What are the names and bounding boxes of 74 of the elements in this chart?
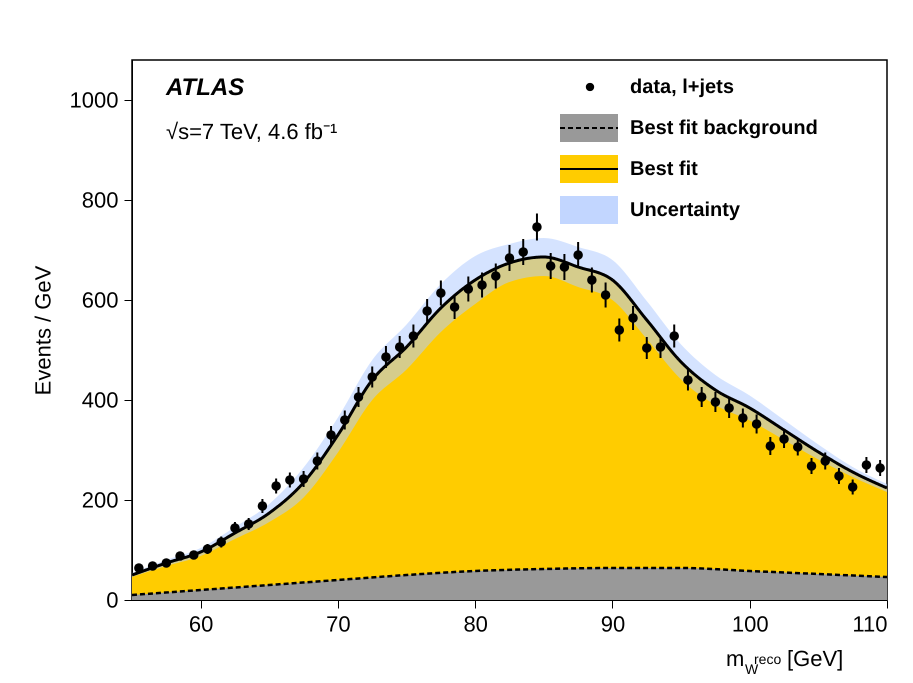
legend-label: Uncertainty	[630, 199, 741, 221]
y-tick-label: 800	[82, 188, 118, 212]
point	[148, 561, 158, 571]
x-tick-label: 100	[732, 612, 769, 636]
point	[271, 481, 281, 491]
point	[394, 342, 404, 352]
point	[258, 501, 268, 511]
x-tick-label: 60	[188, 612, 214, 636]
legend-label: data, l+jets	[630, 76, 734, 98]
point	[244, 519, 254, 529]
point	[724, 403, 734, 413]
y-tick-label: 400	[82, 388, 118, 412]
point	[436, 288, 446, 298]
point	[642, 343, 652, 353]
point	[779, 434, 789, 444]
x-tick-label: 90	[600, 612, 626, 636]
point	[806, 461, 816, 471]
point	[752, 419, 762, 429]
point	[340, 415, 350, 425]
point	[560, 262, 570, 272]
point	[820, 456, 830, 466]
point	[669, 331, 679, 341]
point	[216, 537, 226, 547]
point	[614, 325, 624, 335]
point	[504, 253, 514, 263]
y-tick-label: 1000	[70, 88, 118, 112]
point	[766, 441, 776, 451]
point	[367, 372, 377, 382]
point	[134, 563, 144, 573]
point	[696, 392, 706, 402]
point	[848, 482, 858, 492]
point	[862, 460, 872, 470]
point	[628, 313, 638, 323]
point	[834, 471, 844, 481]
legend-label: Best fit background	[630, 117, 818, 139]
point	[793, 442, 803, 452]
point	[587, 275, 597, 285]
point	[518, 247, 528, 257]
point	[600, 290, 610, 300]
y-tick-label: 0	[106, 588, 118, 612]
point	[354, 392, 364, 402]
legend-label: Best fit	[630, 158, 698, 180]
annotation: √s=7 TeV, 4.6 fb⁻¹	[166, 119, 338, 144]
point	[408, 331, 418, 341]
point	[189, 550, 199, 560]
point	[175, 551, 185, 561]
point	[326, 430, 336, 440]
point	[312, 456, 322, 466]
point	[285, 475, 295, 485]
point	[202, 544, 212, 554]
annotation: ATLAS	[165, 74, 244, 101]
x-tick-label: 110	[852, 612, 888, 636]
point	[683, 375, 693, 385]
point	[162, 558, 172, 568]
point	[450, 302, 460, 312]
point	[491, 271, 501, 281]
point	[422, 306, 432, 316]
x-tick-label: 70	[326, 612, 351, 636]
point	[710, 397, 720, 407]
y-axis-title: Events / GeV	[30, 265, 56, 396]
point	[532, 222, 542, 232]
point	[875, 463, 885, 473]
y-tick-label: 200	[82, 488, 118, 512]
x-tick-label: 80	[463, 612, 488, 636]
point	[298, 474, 308, 484]
point	[381, 352, 391, 362]
point	[477, 280, 487, 290]
point	[656, 342, 666, 352]
point	[464, 284, 474, 294]
point	[546, 261, 556, 271]
point	[230, 523, 240, 533]
point	[573, 250, 583, 260]
point	[738, 413, 748, 423]
y-tick-label: 600	[82, 288, 118, 312]
